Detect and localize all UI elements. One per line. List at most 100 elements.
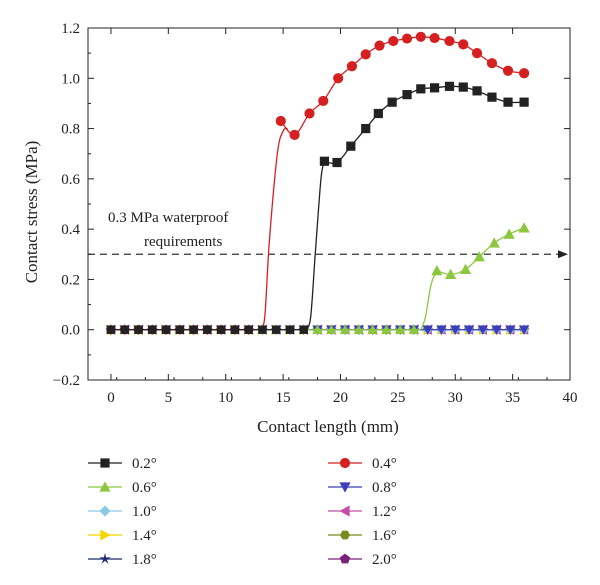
data-point xyxy=(458,39,469,50)
x-tick-label: 10 xyxy=(218,390,233,406)
legend-marker xyxy=(100,458,110,468)
data-point-zero xyxy=(216,325,226,334)
legend-label: 2.0° xyxy=(372,552,397,568)
data-point xyxy=(373,108,383,119)
data-point-zero xyxy=(312,324,323,334)
data-point xyxy=(360,49,371,60)
data-point xyxy=(333,73,344,84)
data-point-zero xyxy=(477,325,488,335)
data-point xyxy=(346,61,358,72)
plot-area xyxy=(88,31,568,335)
legend-label: 0.4° xyxy=(372,456,397,472)
legend-label: 0.2° xyxy=(132,456,157,472)
legend-item: 2.0° xyxy=(328,552,397,568)
y-tick-label: 0.4 xyxy=(61,222,80,238)
x-axis-title: Contact length (mm) xyxy=(257,417,399,436)
data-point-zero xyxy=(272,325,281,334)
y-tick-label: 0.8 xyxy=(61,122,80,138)
x-tick-label: 5 xyxy=(165,390,173,406)
data-point-zero xyxy=(422,325,433,335)
data-point xyxy=(503,228,515,239)
x-tick-label: 15 xyxy=(276,390,291,406)
threshold-annotation-line2: requirements xyxy=(144,234,222,250)
legend-item: 1.0° xyxy=(88,504,157,520)
data-point xyxy=(519,97,529,107)
series-group xyxy=(105,31,530,335)
data-point-zero xyxy=(148,325,157,334)
data-point xyxy=(488,237,500,248)
x-tick-label: 40 xyxy=(563,390,578,406)
data-point-zero xyxy=(450,325,461,335)
legend-marker xyxy=(100,529,111,541)
data-point xyxy=(415,31,426,42)
legend-label: 0.6° xyxy=(132,480,157,496)
legend-item: 1.4° xyxy=(88,528,157,544)
series-line-rise xyxy=(420,270,438,330)
legend-item: 1.8° xyxy=(88,552,157,568)
data-point-zero xyxy=(106,325,116,334)
legend-marker xyxy=(339,457,351,469)
data-point xyxy=(472,86,482,96)
data-point xyxy=(503,97,513,107)
y-tick-label: 1.2 xyxy=(61,21,80,37)
y-tick-label: 0.2 xyxy=(61,272,80,288)
data-point-zero xyxy=(463,325,475,335)
data-point-zero xyxy=(175,325,185,334)
legend-label: 1.2° xyxy=(372,504,397,520)
data-point xyxy=(458,82,468,92)
legend-marker xyxy=(339,505,350,517)
data-point xyxy=(429,32,440,44)
data-point-zero xyxy=(230,325,240,334)
data-point xyxy=(416,84,426,94)
threshold-annotation-line1: 0.3 MPa waterproof xyxy=(108,210,228,226)
data-point xyxy=(401,33,413,44)
data-point-zero xyxy=(353,324,365,334)
data-point-zero xyxy=(394,324,406,334)
data-point xyxy=(459,263,472,274)
data-point xyxy=(346,141,356,151)
series-0.2° xyxy=(106,81,529,334)
data-point xyxy=(304,108,315,119)
data-point-zero xyxy=(505,325,516,335)
y-tick-label: 0.0 xyxy=(61,323,80,339)
data-point-zero xyxy=(381,324,392,334)
legend-marker xyxy=(99,481,111,492)
y-tick-label: 0.6 xyxy=(61,172,80,188)
legend-marker xyxy=(339,530,351,540)
data-point-zero xyxy=(189,325,198,334)
data-point-zero xyxy=(408,324,420,334)
data-point xyxy=(361,123,371,134)
legend-item: 0.6° xyxy=(88,480,157,496)
data-point xyxy=(444,81,455,91)
data-point xyxy=(402,90,412,100)
data-point-zero xyxy=(491,325,502,335)
data-point-zero xyxy=(203,325,212,334)
series-line-rise xyxy=(305,161,326,331)
legend-label: 1.0° xyxy=(132,504,157,520)
legend-item: 1.6° xyxy=(328,528,397,544)
data-point xyxy=(518,68,530,79)
legend-item: 1.2° xyxy=(328,504,397,520)
legend-marker xyxy=(99,505,111,517)
data-point-zero xyxy=(436,325,447,335)
legend-item: 0.4° xyxy=(328,456,397,472)
data-point xyxy=(388,35,399,47)
series-line xyxy=(280,36,525,136)
data-point-zero xyxy=(244,325,253,334)
data-point xyxy=(319,156,330,166)
y-axis-title: Contact stress (MPa) xyxy=(22,141,41,284)
data-point xyxy=(502,65,514,76)
x-tick-label: 0 xyxy=(107,390,115,406)
data-point xyxy=(429,83,440,93)
data-point xyxy=(445,268,457,279)
legend-label: 1.4° xyxy=(132,528,157,544)
legend-item: 0.2° xyxy=(88,456,157,472)
data-point-zero xyxy=(326,324,337,334)
data-point-zero xyxy=(134,325,143,334)
legend-marker xyxy=(339,553,351,564)
threshold-arrowhead xyxy=(558,250,568,259)
data-point-zero xyxy=(258,325,267,334)
data-point xyxy=(471,48,483,59)
data-point xyxy=(374,40,385,51)
